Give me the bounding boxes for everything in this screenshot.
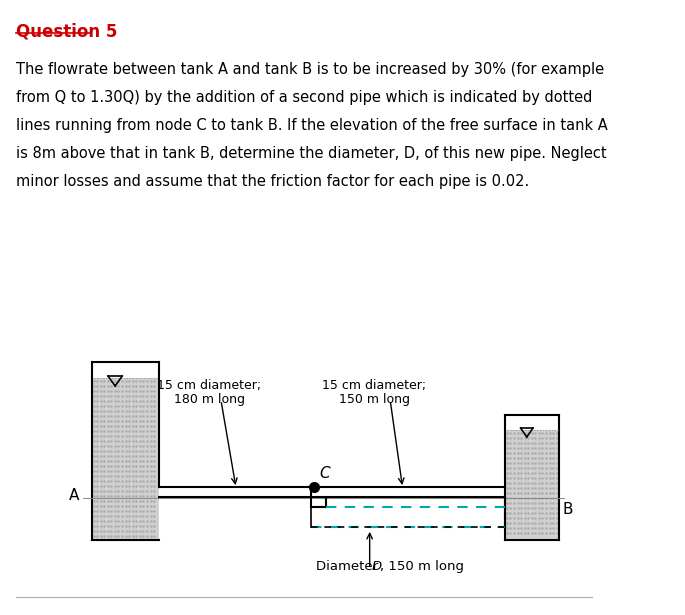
Text: lines running from node C to tank B. If the elevation of the free surface in tan: lines running from node C to tank B. If … <box>16 118 608 133</box>
Text: is 8m above that in tank B, determine the diameter, D, of this new pipe. Neglect: is 8m above that in tank B, determine th… <box>16 146 607 161</box>
Text: Diameter: Diameter <box>316 560 383 573</box>
Bar <box>92 378 158 540</box>
Text: Question 5: Question 5 <box>16 22 117 40</box>
Text: The flowrate between tank A and tank B is to be increased by 30% (for example: The flowrate between tank A and tank B i… <box>16 62 604 77</box>
Text: from Q to 1.30Q) by the addition of a second pipe which is indicated by dotted: from Q to 1.30Q) by the addition of a se… <box>16 90 593 105</box>
Text: 15 cm diameter;: 15 cm diameter; <box>158 379 262 392</box>
Bar <box>505 430 560 540</box>
Text: minor losses and assume that the friction factor for each pipe is 0.02.: minor losses and assume that the frictio… <box>16 174 530 189</box>
Text: 150 m long: 150 m long <box>338 393 410 406</box>
Text: B: B <box>563 502 573 517</box>
Text: 180 m long: 180 m long <box>174 393 245 406</box>
Text: , 150 m long: , 150 m long <box>380 560 464 573</box>
Text: A: A <box>69 488 79 502</box>
Text: C: C <box>319 466 329 480</box>
Text: 15 cm diameter;: 15 cm diameter; <box>322 379 426 392</box>
Text: $D$: $D$ <box>371 560 382 573</box>
